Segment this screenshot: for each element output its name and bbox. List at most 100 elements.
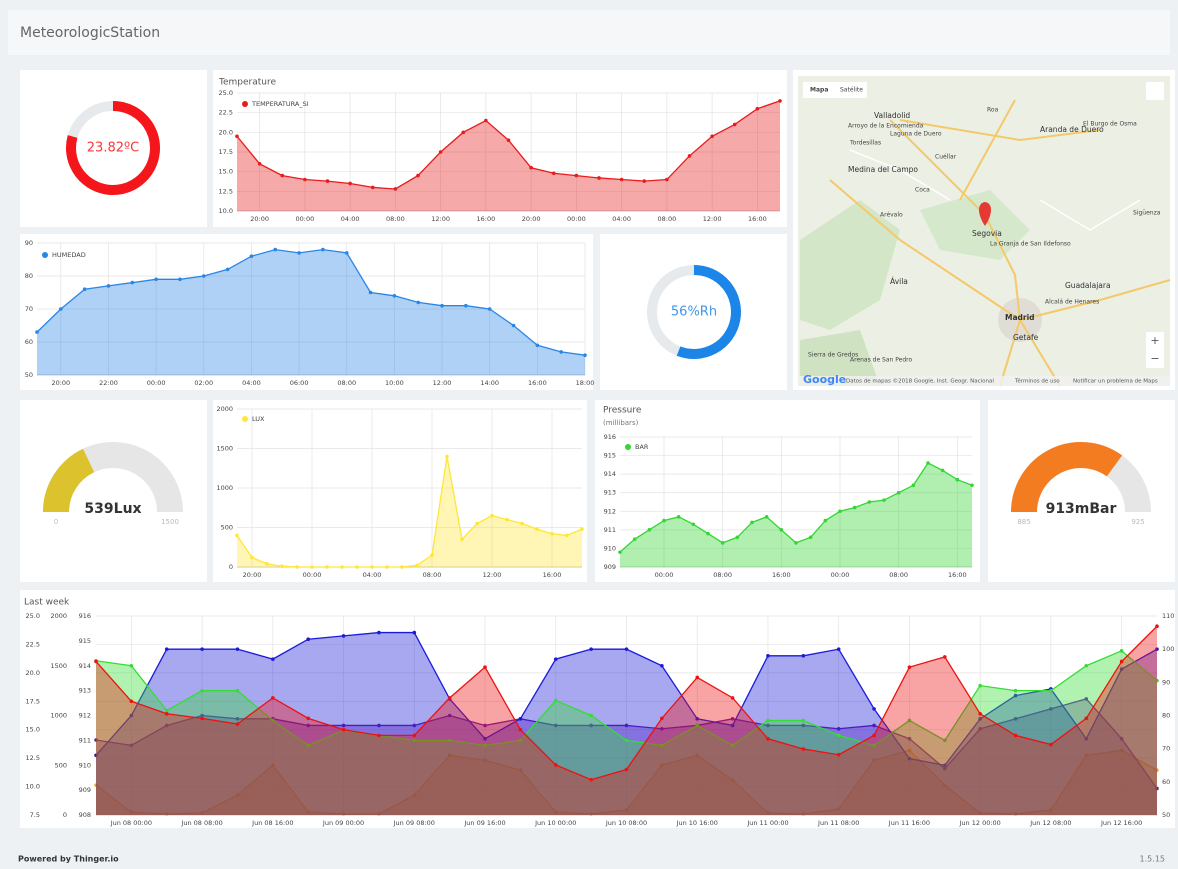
y-tick-label: 916 — [604, 433, 616, 441]
data-point — [583, 353, 587, 357]
map-place: El Burgo de Osma — [1083, 121, 1137, 128]
data-point — [536, 344, 540, 348]
y-tick-label: 70 — [1162, 745, 1170, 753]
y-tick-label: 909 — [604, 563, 616, 571]
data-point — [235, 134, 239, 138]
y-tick-label: 10.0 — [219, 207, 233, 215]
map-control[interactable]: Satélite — [840, 87, 863, 94]
x-tick-label: 20:00 — [243, 571, 262, 579]
data-point — [236, 647, 240, 651]
y-tick-label: 910 — [79, 761, 91, 769]
data-point — [130, 664, 134, 668]
y-tick-label: 911 — [79, 736, 91, 744]
y-tick-label: 1000 — [50, 712, 67, 720]
zoom-in[interactable]: + — [1150, 334, 1159, 347]
x-tick-label: 16:00 — [748, 215, 767, 223]
data-point — [1120, 660, 1124, 664]
data-point — [165, 709, 169, 713]
fullscreen-button[interactable] — [1146, 82, 1164, 100]
data-point — [430, 553, 434, 557]
data-point — [273, 248, 277, 252]
data-point — [642, 179, 646, 183]
y-tick-label: 915 — [604, 452, 616, 460]
data-point — [310, 565, 314, 569]
data-point — [519, 717, 523, 721]
map-place: Ávila — [890, 277, 908, 286]
data-point — [370, 565, 374, 569]
x-tick-label: 12:00 — [703, 215, 722, 223]
data-point — [589, 714, 593, 718]
x-tick-label: 04:00 — [341, 215, 360, 223]
footer-powered[interactable]: Powered by Thinger.io — [18, 855, 119, 864]
data-point — [483, 665, 487, 669]
data-point — [1120, 649, 1124, 653]
x-tick-label: 00:00 — [831, 571, 850, 579]
gauge-value: 56%Rh — [671, 305, 717, 320]
y-tick-label: 914 — [79, 662, 91, 670]
map-terms[interactable]: Términos de uso — [1014, 378, 1060, 385]
data-point — [554, 657, 558, 661]
data-point — [321, 248, 325, 252]
data-point — [633, 537, 637, 541]
x-tick-label: Jun 12 16:00 — [1100, 819, 1142, 827]
y-tick-label: 17.5 — [219, 148, 233, 156]
y-tick-label: 22.5 — [26, 640, 40, 648]
x-tick-label: 16:00 — [477, 215, 496, 223]
data-point — [475, 522, 479, 526]
data-point — [660, 664, 664, 668]
zoom-out[interactable]: − — [1150, 352, 1159, 365]
y-tick-label: 12.5 — [26, 754, 40, 762]
map-place: Sigüenza — [1133, 210, 1161, 217]
gauge-min: 885 — [1017, 518, 1030, 526]
data-point — [766, 719, 770, 723]
x-tick-label: 00:00 — [296, 215, 315, 223]
data-point — [369, 291, 373, 295]
y-tick-label: 908 — [79, 811, 91, 819]
data-point — [200, 717, 204, 721]
map-place: Cuéllar — [935, 154, 957, 161]
map-place: Laguna de Duero — [890, 131, 942, 138]
map[interactable]: Mapa Satélite Valladolid Arroyo de la En… — [798, 76, 1170, 386]
data-point — [340, 565, 344, 569]
legend-label: HUMEDAD — [52, 251, 86, 259]
x-tick-label: 16:00 — [543, 571, 562, 579]
y-tick-label: 913 — [79, 687, 91, 695]
x-tick-label: 08:00 — [889, 571, 908, 579]
map-place: Getafe — [1013, 333, 1039, 342]
data-point — [802, 747, 806, 751]
data-point — [271, 657, 275, 661]
data-point — [838, 509, 842, 513]
y-tick-label: 1500 — [216, 445, 233, 453]
data-point — [348, 182, 352, 186]
y-tick-label: 15.0 — [26, 726, 40, 734]
map-place: Roa — [987, 107, 999, 114]
gauge-value: 539Lux — [84, 501, 141, 517]
data-point — [941, 469, 945, 473]
x-tick-label: 00:00 — [567, 215, 586, 223]
data-point — [202, 274, 206, 278]
x-tick-label: 18:00 — [576, 379, 595, 387]
map-report[interactable]: Notificar un problema de Maps — [1073, 379, 1158, 385]
chart-title: Last week — [24, 598, 70, 608]
y-tick-label: 20.0 — [26, 669, 40, 677]
data-point — [554, 763, 558, 767]
data-point — [688, 154, 692, 158]
data-point — [529, 166, 533, 170]
map-control[interactable]: Mapa — [810, 87, 828, 94]
y-tick-label: 80 — [1162, 712, 1170, 720]
data-point — [415, 564, 419, 568]
data-point — [535, 527, 539, 531]
map-place: Valladolid — [874, 111, 910, 120]
y-tick-label: 913 — [604, 489, 616, 497]
data-point — [464, 304, 468, 308]
data-point — [978, 684, 982, 688]
y-tick-label: 912 — [79, 712, 91, 720]
x-tick-label: 10:00 — [385, 379, 404, 387]
data-point — [200, 689, 204, 693]
x-tick-label: 12:00 — [431, 215, 450, 223]
data-point — [280, 564, 284, 568]
data-point — [448, 696, 452, 700]
data-point — [440, 304, 444, 308]
map-logo: Google — [803, 373, 846, 386]
y-tick-label: 909 — [79, 786, 91, 794]
